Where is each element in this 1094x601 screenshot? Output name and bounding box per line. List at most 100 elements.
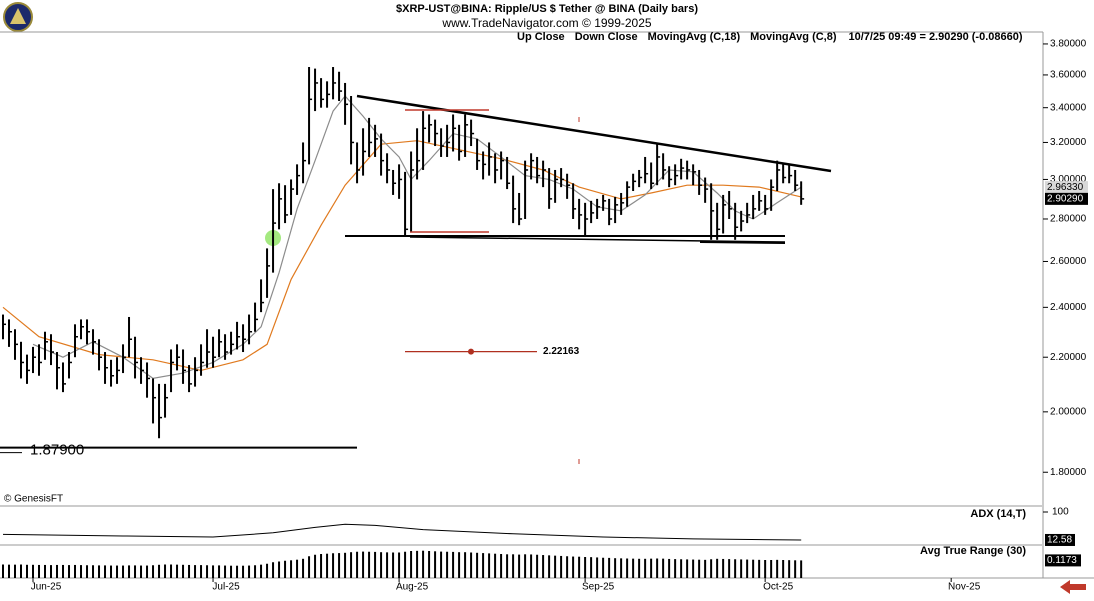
bar bbox=[98, 565, 101, 578]
bar bbox=[350, 552, 353, 578]
bar bbox=[338, 553, 341, 578]
bar bbox=[734, 559, 737, 578]
bar bbox=[104, 565, 107, 578]
bar bbox=[524, 554, 527, 578]
bar bbox=[434, 551, 437, 578]
bar bbox=[14, 564, 17, 578]
bar bbox=[32, 564, 35, 578]
bar bbox=[542, 555, 545, 578]
legend-entry: MovingAvg (C,8) bbox=[750, 31, 837, 43]
bar bbox=[476, 552, 479, 578]
bar bbox=[782, 560, 785, 578]
value-box bbox=[1045, 554, 1081, 567]
bar bbox=[668, 558, 671, 578]
bar bbox=[620, 558, 623, 578]
bar bbox=[224, 565, 227, 578]
bar bbox=[728, 559, 731, 578]
panel-separator bbox=[0, 544, 1043, 546]
bar bbox=[536, 554, 539, 578]
bar bbox=[152, 565, 155, 578]
bar bbox=[518, 554, 521, 578]
bar bbox=[2, 564, 5, 578]
bar bbox=[86, 565, 89, 578]
bar bbox=[632, 558, 635, 578]
bar bbox=[50, 565, 53, 578]
bar bbox=[122, 565, 125, 578]
bar bbox=[326, 553, 329, 578]
bar bbox=[752, 559, 755, 578]
bar bbox=[296, 559, 299, 578]
bar bbox=[428, 551, 431, 578]
bar bbox=[710, 559, 713, 578]
bar bbox=[308, 556, 311, 578]
bar bbox=[332, 553, 335, 578]
bar bbox=[500, 554, 503, 578]
indicator-line bbox=[2, 523, 802, 541]
bar bbox=[242, 565, 245, 578]
bar bbox=[716, 558, 719, 578]
x-tick-label: Oct-25 bbox=[763, 582, 793, 593]
bar bbox=[392, 552, 395, 578]
bar bbox=[512, 554, 515, 578]
bar bbox=[650, 558, 653, 578]
bar bbox=[758, 559, 761, 578]
last-value-label: 2.90290 bbox=[1047, 194, 1084, 205]
level-point bbox=[468, 348, 474, 355]
bar bbox=[176, 564, 179, 578]
bar bbox=[572, 556, 575, 578]
bar bbox=[722, 558, 725, 578]
bar bbox=[146, 565, 149, 578]
x-tick-label: Jul-25 bbox=[212, 582, 240, 593]
bar bbox=[344, 552, 347, 578]
bar bbox=[74, 564, 77, 578]
bar bbox=[584, 557, 587, 578]
level-label: 1.87900 bbox=[30, 442, 84, 459]
bar bbox=[272, 562, 275, 578]
bar bbox=[170, 564, 173, 578]
bar bbox=[320, 554, 323, 578]
logo bbox=[3, 2, 33, 32]
y-tick-label: 2.60000 bbox=[1050, 256, 1087, 267]
bar bbox=[410, 551, 413, 578]
y-tick-label: 100 bbox=[1052, 507, 1069, 518]
value-box bbox=[1045, 181, 1088, 194]
bar bbox=[452, 551, 455, 578]
bar bbox=[656, 558, 659, 578]
bar bbox=[662, 558, 665, 578]
bar bbox=[44, 564, 47, 578]
y-tick-label: 3.80000 bbox=[1050, 39, 1087, 50]
bar bbox=[470, 552, 473, 578]
bar bbox=[236, 565, 239, 578]
nav-arrow[interactable] bbox=[1058, 580, 1090, 594]
bar bbox=[416, 550, 419, 578]
bar bbox=[386, 552, 389, 578]
bar bbox=[554, 555, 557, 578]
bar bbox=[530, 554, 533, 578]
bar bbox=[794, 560, 797, 578]
bar bbox=[182, 564, 185, 578]
bar bbox=[464, 552, 467, 578]
bar bbox=[266, 563, 269, 578]
bar bbox=[422, 550, 425, 578]
bar bbox=[230, 565, 233, 578]
panel-title: ADX (14,T) bbox=[970, 508, 1026, 520]
bar bbox=[248, 565, 251, 578]
bar bbox=[38, 564, 41, 578]
x-tick-label: Aug-25 bbox=[396, 582, 429, 593]
bar bbox=[458, 552, 461, 578]
bar bbox=[578, 556, 581, 578]
bar bbox=[110, 565, 113, 578]
bar bbox=[284, 560, 287, 578]
bar bbox=[446, 551, 449, 578]
bar bbox=[56, 564, 59, 578]
bar bbox=[290, 560, 293, 578]
bar bbox=[506, 554, 509, 578]
level-label: 2.22163 bbox=[543, 346, 580, 357]
bar bbox=[134, 565, 137, 578]
y-tick-label: 2.00000 bbox=[1050, 406, 1087, 417]
bar bbox=[626, 558, 629, 578]
bar bbox=[62, 564, 65, 578]
y-tick-label: 3.20000 bbox=[1050, 137, 1087, 148]
bar bbox=[302, 558, 305, 578]
